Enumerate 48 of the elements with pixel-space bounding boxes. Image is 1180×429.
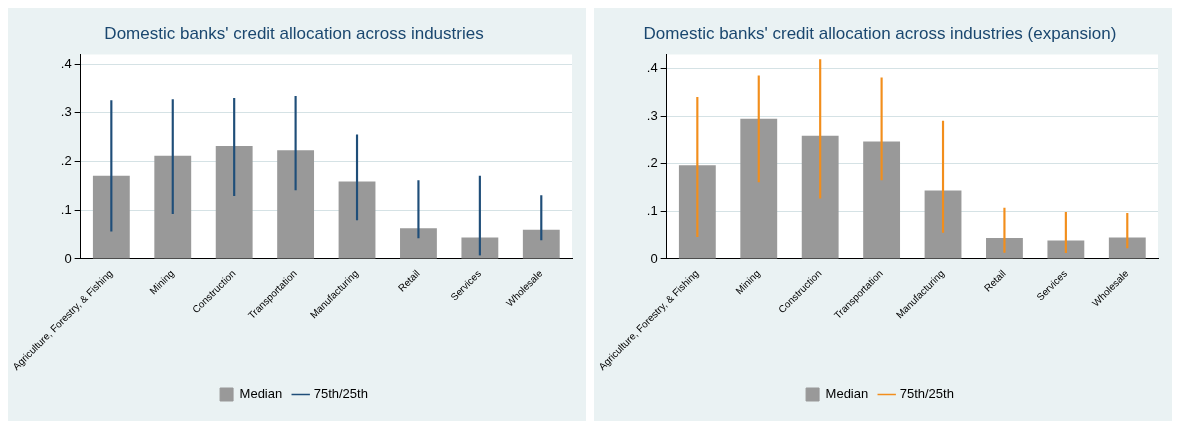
y-tick-label: .3	[60, 104, 72, 120]
y-tick-label: .2	[646, 155, 658, 171]
y-tick-label: 0	[650, 250, 658, 266]
bar	[986, 238, 1023, 259]
chart-title: Domestic banks' credit allocation across industries	[104, 23, 484, 43]
bar	[277, 150, 315, 259]
bar	[1003, 207, 1006, 253]
bar	[400, 228, 437, 259]
bar	[92, 175, 130, 259]
bar	[880, 77, 883, 181]
bar	[338, 181, 376, 259]
bar	[1064, 212, 1067, 254]
bar	[1047, 240, 1085, 259]
bar	[417, 180, 420, 239]
bar	[740, 118, 778, 259]
bar	[294, 95, 297, 191]
bar	[478, 175, 481, 256]
bar	[863, 141, 901, 259]
bar	[171, 99, 174, 215]
bar	[941, 120, 945, 233]
legend-label: Median	[825, 386, 869, 402]
y-tick-label: .1	[60, 201, 72, 217]
bar	[110, 100, 113, 232]
y-tick-label: 0	[64, 250, 72, 266]
legend-label: 75th/25th	[899, 386, 954, 402]
bar	[215, 145, 253, 259]
bar	[1126, 212, 1129, 249]
bar	[233, 97, 236, 196]
bar	[355, 134, 359, 221]
y-tick-label: .4	[60, 55, 72, 71]
legend-label: 75th/25th	[313, 386, 368, 402]
bar	[678, 165, 716, 259]
bar	[1108, 237, 1146, 259]
y-tick-label: .3	[646, 107, 658, 123]
y-tick-label: .2	[60, 153, 72, 169]
bar	[522, 229, 560, 259]
bar	[819, 59, 822, 199]
y-tick-label: .1	[646, 202, 658, 218]
bar	[154, 155, 192, 259]
bar	[540, 195, 543, 241]
y-tick-label: .4	[646, 60, 658, 76]
bar	[801, 135, 839, 259]
bar	[924, 190, 962, 259]
chart-title: Domestic banks' credit allocation across industries (expansion)	[643, 23, 1117, 43]
legend-label: Median	[239, 386, 283, 402]
bar	[696, 96, 699, 237]
bar	[461, 237, 499, 259]
bar	[757, 75, 760, 183]
